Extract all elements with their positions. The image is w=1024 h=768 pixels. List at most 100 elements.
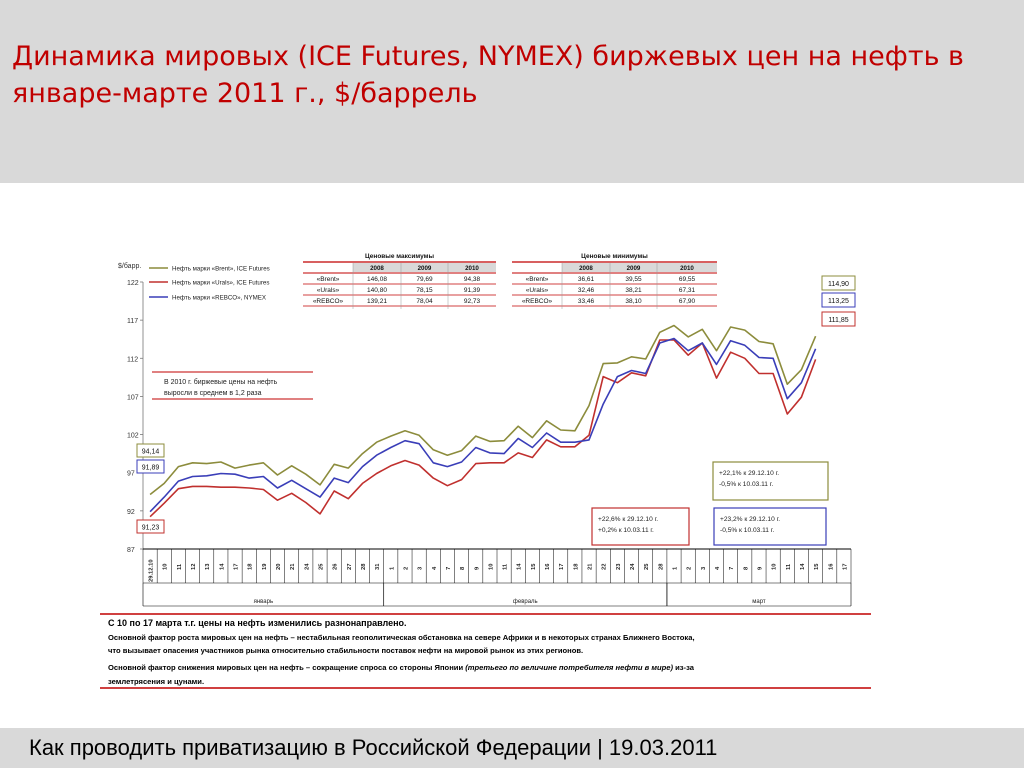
note-2010-line-1: В 2010 г. биржевые цены на нефть: [164, 378, 278, 386]
y-axis-label: $/барр.: [118, 262, 141, 270]
table-cell: «REBCO»: [522, 298, 553, 305]
x-tick-label: 8: [460, 566, 466, 570]
x-tick-label: 16: [828, 563, 834, 570]
series-line-rebco: [149, 337, 817, 513]
x-tick-label: 11: [177, 563, 183, 570]
x-tick-label: 11: [786, 563, 792, 570]
x-tick-label: 2: [687, 567, 693, 570]
brent-change-line: +22,1% к 29.12.10 г.: [719, 470, 779, 477]
x-tick-label: 4: [432, 566, 438, 570]
table-header-cell: 2010: [465, 265, 479, 272]
table-header-bg: [562, 263, 717, 272]
legend-label: Нефть марки «Brent», ICE Futures: [172, 266, 270, 273]
x-tick-label: 3: [701, 566, 707, 570]
x-tick-label: 26: [333, 563, 339, 570]
max-table-title: Ценовые максимумы: [365, 253, 434, 260]
table-header-cell: 2009: [627, 265, 641, 272]
x-tick-label: 17: [842, 564, 848, 570]
x-tick-label: 22: [602, 564, 608, 570]
month-label: январь: [254, 599, 273, 605]
table-cell: 78,15: [416, 287, 433, 294]
x-tick-label: 2: [403, 567, 409, 570]
footer-text: Как проводить приватизацию в Российской …: [29, 735, 718, 760]
slide-footer: [0, 728, 1024, 768]
table-cell: 36,61: [578, 276, 595, 283]
table-cell: «REBCO»: [313, 298, 344, 305]
rebco-change-box: [713, 507, 827, 546]
start-value-label: 94,14: [142, 449, 160, 456]
x-tick-label: 28: [658, 563, 664, 570]
table-header-cell: 2009: [418, 265, 432, 272]
chart-annotations: В 2010 г. биржевые цены на нефть выросли …: [152, 371, 829, 546]
table-cell: 33,46: [578, 298, 595, 305]
start-value-box: [136, 519, 165, 534]
chart-series: 94,14 91,89 91,23 114,90 113,25 111,85: [136, 275, 856, 534]
slide-title: Динамика мировых (ICE Futures, NYMEX) би…: [12, 41, 964, 109]
legend-label: Нефть марки «REBCO», NYMEX: [172, 295, 266, 302]
x-tick-label: 29.12.10: [149, 559, 155, 582]
brent-change-line: -0,5% к 10.03.11 г.: [719, 481, 773, 488]
rebco-change-line: -0,5% к 10.03.11 г.: [720, 527, 774, 534]
table-cell: 67,31: [679, 287, 696, 294]
table-cell: «Urals»: [317, 287, 340, 294]
table-header-cell: 2008: [370, 265, 384, 272]
y-tick-label: 97: [127, 471, 135, 478]
min-table-title: Ценовые минимумы: [581, 253, 648, 260]
legend-label: Нефть марки «Urals», ICE Futures: [172, 280, 269, 287]
x-tick-label: 23: [616, 563, 622, 570]
rebco-change-line: +23,2% к 29.12.10 г.: [720, 516, 780, 523]
table-cell: 91,39: [464, 287, 481, 294]
commentary-heading: С 10 по 17 марта т.г. цены на нефть изме…: [108, 618, 407, 628]
slide-header: [0, 0, 1024, 183]
month-label: февраль: [513, 599, 538, 605]
table-cell: 92,73: [464, 298, 481, 305]
series-line-urals: [149, 339, 817, 518]
table-cell: 39,55: [625, 276, 642, 283]
x-tick-label: 9: [474, 566, 480, 570]
end-value-box: [821, 311, 856, 327]
x-tick-label: 16: [545, 563, 551, 570]
x-tick-label: 25: [319, 563, 325, 570]
x-tick-label: 8: [743, 566, 749, 570]
price-tables: Ценовые максимумы 2008 2009 2010 «Brent» 146,…: [303, 253, 717, 309]
urals-change-box: [591, 507, 690, 546]
x-tick-label: 11: [503, 563, 509, 570]
y-tick-label: 112: [127, 356, 138, 363]
commentary-line-3-start: Основной фактор снижения мировых цен на …: [108, 663, 465, 672]
urals-change-line: +0,2% к 10.03.11 г.: [598, 527, 654, 534]
table-cell: 94,38: [464, 276, 481, 283]
end-value-label: 114,90: [828, 281, 849, 288]
x-tick-label: 10: [772, 564, 778, 570]
table-cell: «Brent»: [317, 276, 340, 283]
x-tick-label: 7: [446, 567, 452, 570]
x-tick-label: 13: [205, 563, 211, 570]
x-tick-label: 28: [361, 563, 367, 570]
table-cell: 78,04: [416, 298, 433, 305]
x-tick-label: 18: [248, 563, 254, 570]
table-header-cell: 2010: [680, 265, 694, 272]
y-tick-label: 122: [127, 280, 139, 287]
x-tick-label: 31: [375, 563, 381, 570]
table-cell: 139,21: [367, 298, 387, 305]
table-cell: 146,08: [367, 276, 387, 283]
x-tick-label: 24: [304, 563, 310, 570]
table-cell: 32,46: [578, 287, 595, 294]
y-tick-label: 102: [127, 433, 139, 440]
table-cell: 79,69: [416, 276, 433, 283]
start-value-label: 91,23: [142, 525, 160, 532]
commentary-line-4: землетрясения и цунами.: [108, 677, 204, 686]
start-value-box: [136, 459, 165, 474]
urals-change-line: +22,6% к 29.12.10 г.: [598, 516, 658, 523]
x-tick-label: 21: [290, 563, 296, 570]
end-value-label: 111,85: [828, 317, 848, 324]
table-cell: 69,55: [679, 276, 696, 283]
y-tick-label: 87: [127, 547, 135, 554]
table-cell: «Urals»: [526, 287, 549, 294]
table-cell: «Brent»: [526, 276, 549, 283]
x-tick-label: 12: [191, 564, 197, 570]
x-tick-label: 15: [531, 563, 537, 570]
x-tick-label: 15: [814, 563, 820, 570]
x-tick-label: 18: [573, 563, 579, 570]
y-tick-label: 92: [127, 509, 135, 516]
